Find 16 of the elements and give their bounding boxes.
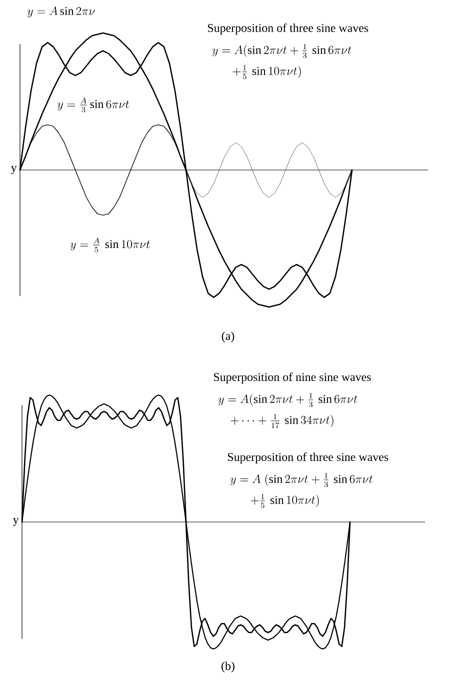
annotation: $+ \tfrac{1}{5}\,\sin 10\pi\nu t)$: [232, 64, 301, 80]
annotation: $+ \tfrac{1}{5}\,\sin 10\pi\nu t)$: [250, 494, 319, 508]
text: (a): [222, 332, 234, 342]
annotation: $y = \tfrac{A}{3}\sin 6\pi\nu t$: [58, 98, 130, 112]
y-axis-title: y: [10, 166, 17, 174]
annotation: $y = A(\sin 2\pi\nu t + \tfrac{1}{3}\,\sin 6\pi\nu t$: [212, 44, 352, 58]
annotation: Superposition of three sine waves: [208, 24, 368, 34]
text: $y = A \sin 2\pi\nu$: [28, 6, 95, 18]
text: Superposition of nine sine waves: [214, 372, 371, 384]
text: (b): [222, 662, 234, 672]
annotation: Superposition of three sine waves: [228, 452, 388, 464]
annotation: $y = A\;(\sin 2\pi\nu t + \tfrac{1}{3}\,\sin 6\pi\nu t$: [230, 472, 373, 488]
y-axis-title: y: [12, 518, 19, 526]
annotation: $y = A(\sin 2\pi\nu t + \tfrac{1}{3}\,\sin 6\pi\nu t$: [218, 392, 358, 408]
annotation: $+ \cdots + \tfrac{1}{17}\,\sin 34\pi\nu t)$: [230, 414, 334, 428]
annotation: $y = \tfrac{A}{5}\,\sin 10\pi\nu t$: [70, 238, 150, 252]
